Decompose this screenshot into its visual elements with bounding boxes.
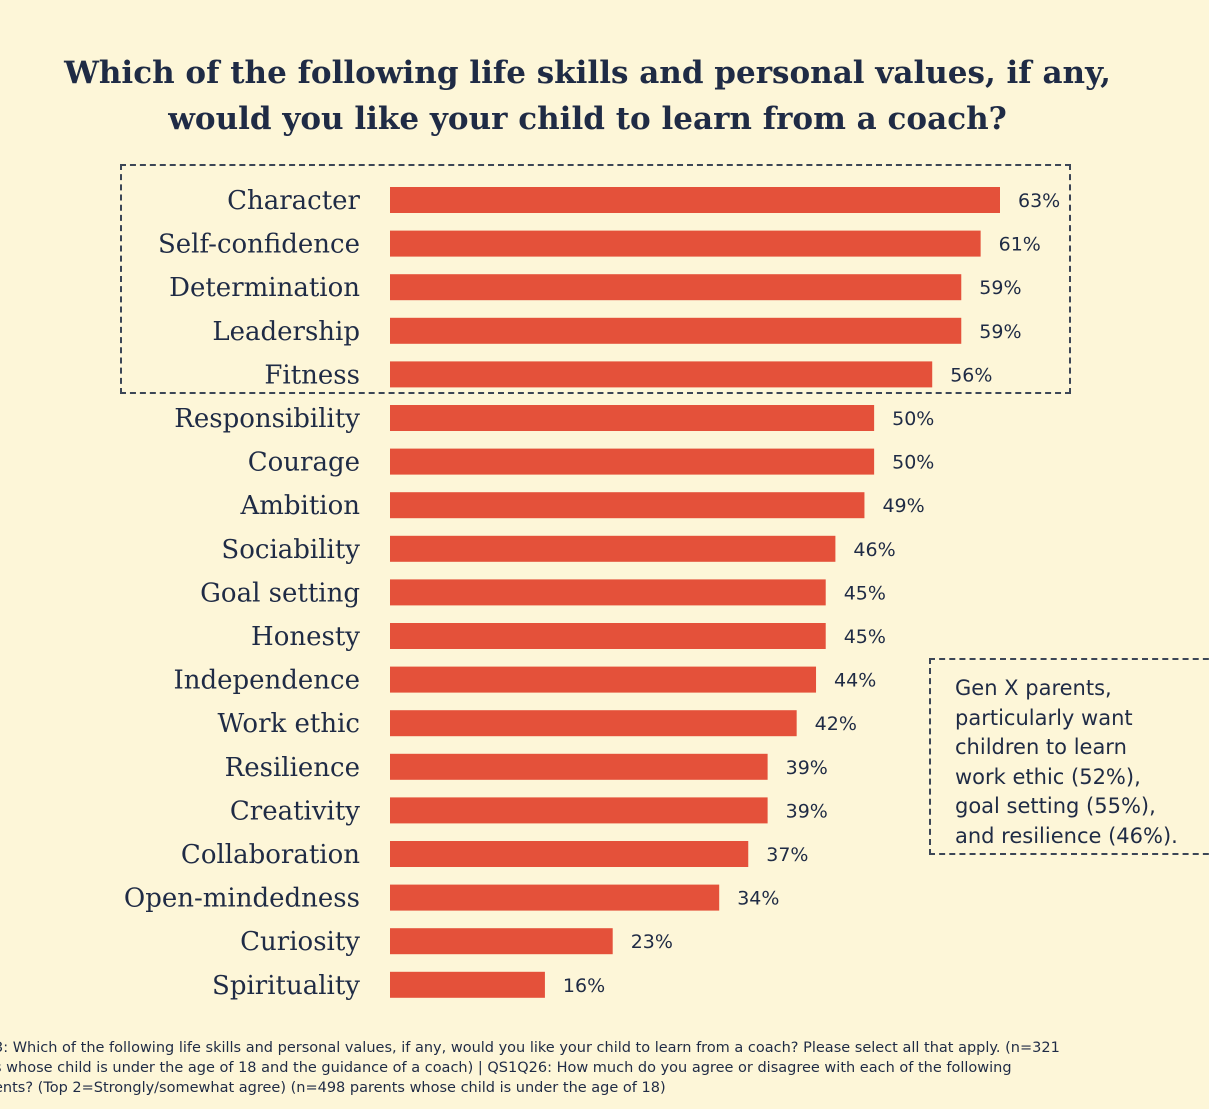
category-label-honesty: Honesty <box>251 622 360 652</box>
bar-independence <box>390 666 817 693</box>
category-label-goal-setting: Goal setting <box>200 578 360 608</box>
callout-line: work ethic (52%), <box>955 764 1141 789</box>
callout-line: and resilience (46%). <box>955 823 1178 848</box>
category-label-responsibility: Responsibility <box>174 404 360 434</box>
category-label-ambition: Ambition <box>239 491 360 521</box>
chart-title: Which of the following life skills and p… <box>0 50 1175 142</box>
category-label-courage: Courage <box>248 448 360 478</box>
value-label-determination: 59% <box>979 277 1021 299</box>
value-label-character: 63% <box>1018 190 1060 212</box>
bar-curiosity <box>390 928 613 955</box>
bar-creativity <box>390 797 768 824</box>
category-label-open-mindedness: Open-mindedness <box>124 884 360 914</box>
bar-goal-setting <box>390 579 826 606</box>
category-label-curiosity: Curiosity <box>240 927 360 957</box>
value-label-creativity: 39% <box>786 800 828 822</box>
category-label-self-confidence: Self-confidence <box>158 230 360 260</box>
value-label-self-confidence: 61% <box>999 234 1041 256</box>
bar-work-ethic <box>390 710 797 737</box>
bar-ambition <box>390 492 865 519</box>
value-label-ambition: 49% <box>882 495 924 517</box>
chart-title-line-1: Which of the following life skills and p… <box>64 55 1111 91</box>
value-label-fitness: 56% <box>950 364 992 386</box>
bar-determination <box>390 274 962 301</box>
value-label-responsibility: 50% <box>892 408 934 430</box>
category-label-leadership: Leadership <box>212 317 360 347</box>
category-label-work-ethic: Work ethic <box>217 709 360 739</box>
bar-fitness <box>390 361 933 388</box>
bar-honesty <box>390 623 826 649</box>
value-label-honesty: 45% <box>844 626 886 648</box>
value-label-collaboration: 37% <box>766 844 808 866</box>
bar-courage <box>390 448 875 475</box>
value-label-spirituality: 16% <box>563 975 605 997</box>
bar-responsibility <box>390 405 875 431</box>
bar-open-mindedness <box>390 884 720 911</box>
callout-line: particularly want <box>955 705 1133 730</box>
category-label-independence: Independence <box>173 666 360 696</box>
callout-line: Gen X parents, <box>955 676 1112 700</box>
bar-self-confidence <box>390 230 981 257</box>
category-label-fitness: Fitness <box>264 360 360 390</box>
value-label-resilience: 39% <box>786 757 828 779</box>
source-footnote: 3: Which of the following life skills an… <box>0 1038 1209 1098</box>
footnote-line: s whose child is under the age of 18 and… <box>0 1060 1012 1076</box>
callout-line: goal setting (55%), <box>955 794 1156 818</box>
bar-spirituality <box>390 971 545 998</box>
bar-character <box>390 187 1000 213</box>
category-label-character: Character <box>227 186 360 216</box>
value-label-independence: 44% <box>834 670 876 692</box>
category-label-spirituality: Spirituality <box>212 971 360 1001</box>
bar-collaboration <box>390 841 749 867</box>
category-label-resilience: Resilience <box>225 753 360 783</box>
gen-x-callout: Gen X parents, particularly want childre… <box>929 658 1209 855</box>
value-label-work-ethic: 42% <box>815 713 857 735</box>
category-label-determination: Determination <box>169 273 360 303</box>
value-label-curiosity: 23% <box>631 931 673 953</box>
bar-resilience <box>390 753 768 780</box>
top-five-highlight-box <box>120 164 1071 394</box>
bar-sociability <box>390 535 836 562</box>
footnote-line: ents? (Top 2=Strongly/somewhat agree) (n… <box>0 1080 666 1096</box>
bar-leadership <box>390 317 962 344</box>
value-label-sociability: 46% <box>853 539 895 561</box>
value-label-goal-setting: 45% <box>844 582 886 604</box>
value-label-open-mindedness: 34% <box>737 888 779 910</box>
category-label-collaboration: Collaboration <box>181 840 360 870</box>
category-label-creativity: Creativity <box>230 796 360 826</box>
category-label-sociability: Sociability <box>221 535 360 565</box>
footnote-line: 3: Which of the following life skills an… <box>0 1040 1060 1056</box>
value-label-courage: 50% <box>892 452 934 474</box>
chart-title-line-2: would you like your child to learn from … <box>168 101 1007 137</box>
callout-line: children to learn <box>955 735 1127 759</box>
value-label-leadership: 59% <box>979 321 1021 343</box>
